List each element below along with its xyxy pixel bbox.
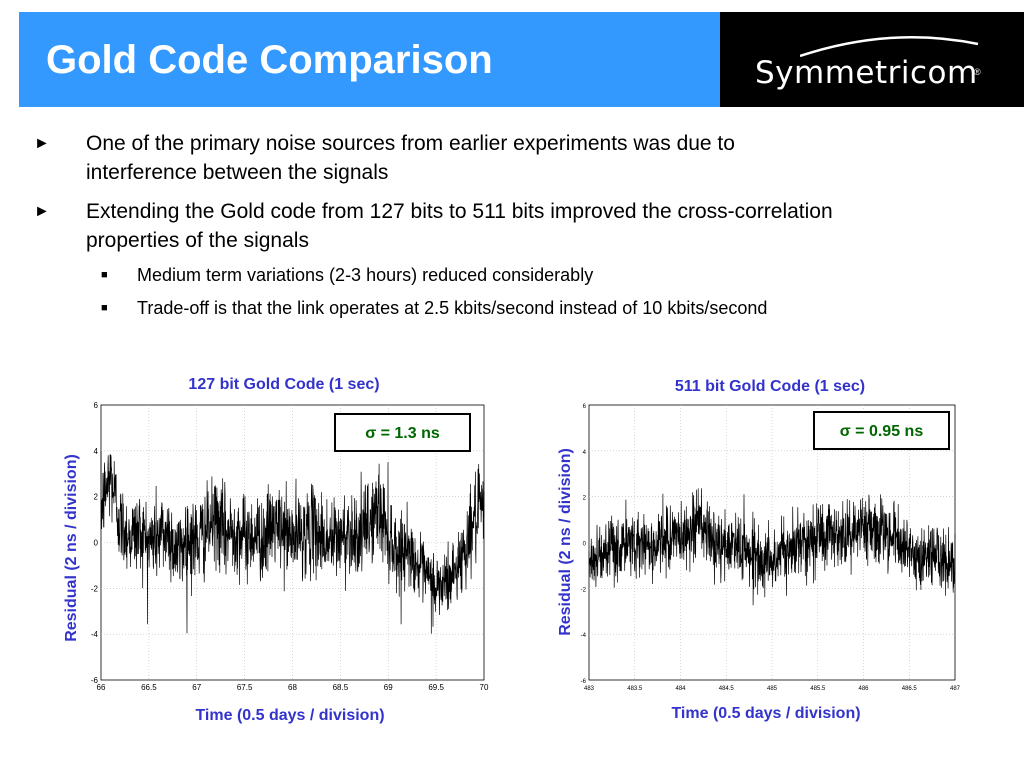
x-tick-label: 67 [192,683,201,692]
y-tick-label: -4 [91,630,99,639]
bullet-line: One of the primary noise sources from ea… [86,132,735,155]
sigma-box [813,411,950,450]
y-tick-label: 0 [583,542,587,548]
data-series-line [100,450,485,634]
title-bar: Gold Code Comparison [19,12,720,107]
triangle-bullet-icon: ► [34,203,50,220]
chart-title: 511 bit Gold Code (1 sec) [675,378,865,395]
triangle-bullet-icon: ► [34,135,50,152]
bullet-item: ► Extending the Gold code from 127 bits … [34,197,833,255]
x-tick-label: 66 [97,683,106,692]
x-tick-label: 486.5 [902,686,918,692]
plot-area [588,404,956,681]
sigma-annotation: σ = 1.3 ns [365,425,440,442]
x-tick-label: 484.5 [719,686,735,692]
x-tick-label: 487 [950,686,961,692]
sub-bullet-text: Trade-off is that the link operates at 2… [137,298,768,318]
sub-bullet-text: Medium term variations (2-3 hours) reduc… [137,265,594,285]
logo-registered-mark: ® [974,67,981,77]
x-tick-label: 485.5 [810,686,826,692]
logo-text: Symmetricom [755,55,978,91]
y-tick-label: -2 [91,584,99,593]
company-logo: Symmetricom ® [720,12,1024,107]
x-tick-label: 69.5 [428,683,444,692]
y-tick-label: 0 [94,539,99,548]
logo-swoosh-icon [800,36,979,58]
y-tick-label: -4 [581,633,587,639]
x-tick-label: 483 [584,686,595,692]
y-tick-label: 4 [583,450,587,456]
plot-area [100,404,485,681]
y-tick-label: 2 [583,496,587,502]
y-axis-label: Residual (2 ns / division) [557,448,574,636]
y-tick-label: 6 [583,404,587,410]
y-tick-label: -6 [581,679,587,685]
slide-title: Gold Code Comparison [46,38,493,82]
y-tick-label: 2 [94,493,99,502]
x-axis-label: Time (0.5 days / division) [195,707,384,724]
y-axis-label: Residual (2 ns / division) [63,454,80,642]
x-tick-label: 70 [480,683,489,692]
sub-bullet-item: ■ Trade-off is that the link operates at… [101,296,768,320]
x-tick-label: 67.5 [237,683,253,692]
bullet-item: ► One of the primary noise sources from … [34,129,735,187]
x-tick-label: 69 [384,683,393,692]
bullet-line: properties of the signals [86,229,309,252]
sigma-annotation: σ = 0.95 ns [840,423,924,440]
x-tick-label: 484 [675,686,686,692]
sigma-box [334,413,471,452]
square-bullet-icon: ■ [101,302,108,314]
x-tick-label: 485 [767,686,778,692]
data-series-line [588,488,956,606]
sub-bullet-item: ■ Medium term variations (2-3 hours) red… [101,263,594,287]
y-tick-label: 4 [94,447,99,456]
x-tick-label: 66.5 [141,683,157,692]
x-tick-label: 68 [288,683,297,692]
chart-title: 127 bit Gold Code (1 sec) [188,376,379,393]
x-tick-label: 486 [858,686,869,692]
x-tick-label: 68.5 [333,683,349,692]
x-tick-label: 483.5 [627,686,643,692]
x-axis-label: Time (0.5 days / division) [671,705,860,722]
bullet-line: Extending the Gold code from 127 bits to… [86,200,833,223]
y-tick-label: -2 [581,587,587,593]
y-tick-label: -6 [91,676,99,685]
bullet-line: interference between the signals [86,161,389,184]
square-bullet-icon: ■ [101,269,108,281]
y-tick-label: 6 [94,401,99,410]
